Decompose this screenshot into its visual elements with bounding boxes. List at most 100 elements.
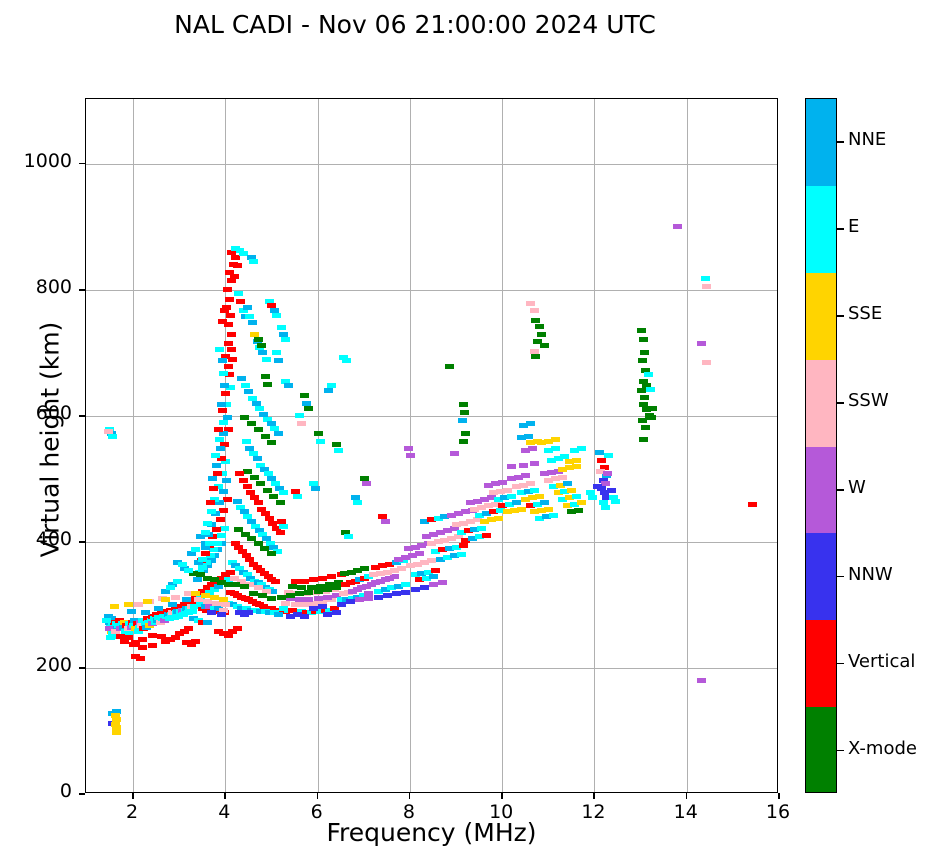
echo-point (368, 572, 378, 578)
echo-point (332, 610, 342, 616)
echo-point (371, 564, 381, 570)
echo-point (225, 385, 235, 391)
echo-point (313, 596, 323, 602)
echo-point (535, 494, 545, 500)
echo-point (267, 596, 277, 602)
echo-point (479, 519, 489, 525)
echo-point (475, 512, 485, 518)
echo-point (225, 312, 235, 318)
echo-point (156, 633, 166, 639)
echo-point (281, 601, 291, 607)
echo-point (415, 550, 425, 556)
echo-point (458, 542, 468, 548)
echo-point (202, 620, 212, 626)
echo-point (255, 608, 265, 614)
echo-point (219, 370, 229, 376)
echo-point (265, 610, 275, 616)
echo-point (378, 563, 388, 569)
echo-point (565, 458, 575, 464)
echo-point (229, 576, 239, 581)
echo-point (435, 530, 445, 535)
echo-point (431, 567, 441, 573)
echo-point (433, 515, 443, 521)
echo-point (445, 364, 455, 370)
echo-point (297, 421, 307, 426)
echo-point (211, 452, 221, 458)
echo-point (424, 569, 434, 575)
echo-point (419, 519, 429, 525)
echo-point (103, 429, 113, 435)
echo-point (285, 596, 295, 602)
echo-point (531, 317, 541, 323)
echo-point (486, 517, 496, 523)
echo-point (592, 484, 602, 489)
echo-point (309, 601, 318, 607)
echo-point (299, 602, 309, 608)
y-tick-label: 800 (35, 275, 72, 298)
echo-point (135, 656, 145, 662)
echo-point (253, 540, 263, 546)
echo-point (493, 515, 503, 521)
echo-point (560, 489, 570, 495)
echo-point (401, 555, 411, 561)
echo-point (108, 433, 118, 439)
echo-point (309, 481, 318, 487)
echo-point (452, 544, 462, 550)
echo-point (239, 583, 249, 589)
echo-point (537, 507, 547, 513)
echo-point (553, 456, 563, 462)
echo-point (327, 574, 337, 580)
echo-point (152, 611, 162, 617)
echo-point (457, 418, 467, 424)
echo-point (279, 605, 288, 611)
echo-point (309, 605, 318, 611)
echo-point (558, 475, 568, 481)
y-tick-label: 400 (35, 527, 72, 550)
y-tick-mark (79, 288, 85, 291)
echo-point (392, 591, 402, 597)
echo-point (275, 530, 285, 535)
echo-point (442, 528, 452, 534)
echo-point (358, 593, 368, 599)
echo-point (242, 438, 252, 444)
echo-point (255, 405, 265, 411)
echo-point (475, 534, 485, 540)
echo-point (260, 374, 270, 380)
echo-point (410, 586, 420, 592)
echo-point (170, 605, 180, 611)
echo-point (516, 506, 526, 512)
echo-point (189, 616, 199, 622)
echo-point (525, 502, 535, 508)
echo-point (542, 514, 551, 520)
echo-point (398, 558, 408, 564)
echo-point (198, 557, 208, 563)
echo-point (219, 630, 229, 636)
echo-point (242, 605, 252, 611)
echo-point (230, 246, 240, 252)
echo-point (257, 582, 267, 588)
gridline-horizontal (86, 163, 777, 165)
echo-point (332, 584, 342, 590)
echo-point (452, 521, 462, 527)
echo-point (165, 584, 175, 590)
colorbar-segment-nnw (806, 533, 836, 621)
echo-point (438, 547, 448, 553)
echo-point (417, 570, 427, 576)
echo-point (359, 476, 369, 482)
echo-point (234, 526, 244, 532)
echo-point (214, 605, 224, 611)
echo-point (525, 481, 535, 487)
echo-point (111, 725, 121, 731)
echo-point (449, 451, 459, 457)
echo-point (353, 567, 363, 573)
echo-point (419, 559, 429, 565)
echo-point (245, 446, 255, 452)
echo-point (364, 596, 374, 602)
echo-point (226, 249, 236, 255)
echo-point (184, 591, 194, 597)
echo-point (385, 561, 395, 567)
echo-point (636, 328, 646, 334)
echo-point (531, 353, 541, 359)
echo-point (189, 599, 199, 605)
echo-point (138, 637, 148, 643)
